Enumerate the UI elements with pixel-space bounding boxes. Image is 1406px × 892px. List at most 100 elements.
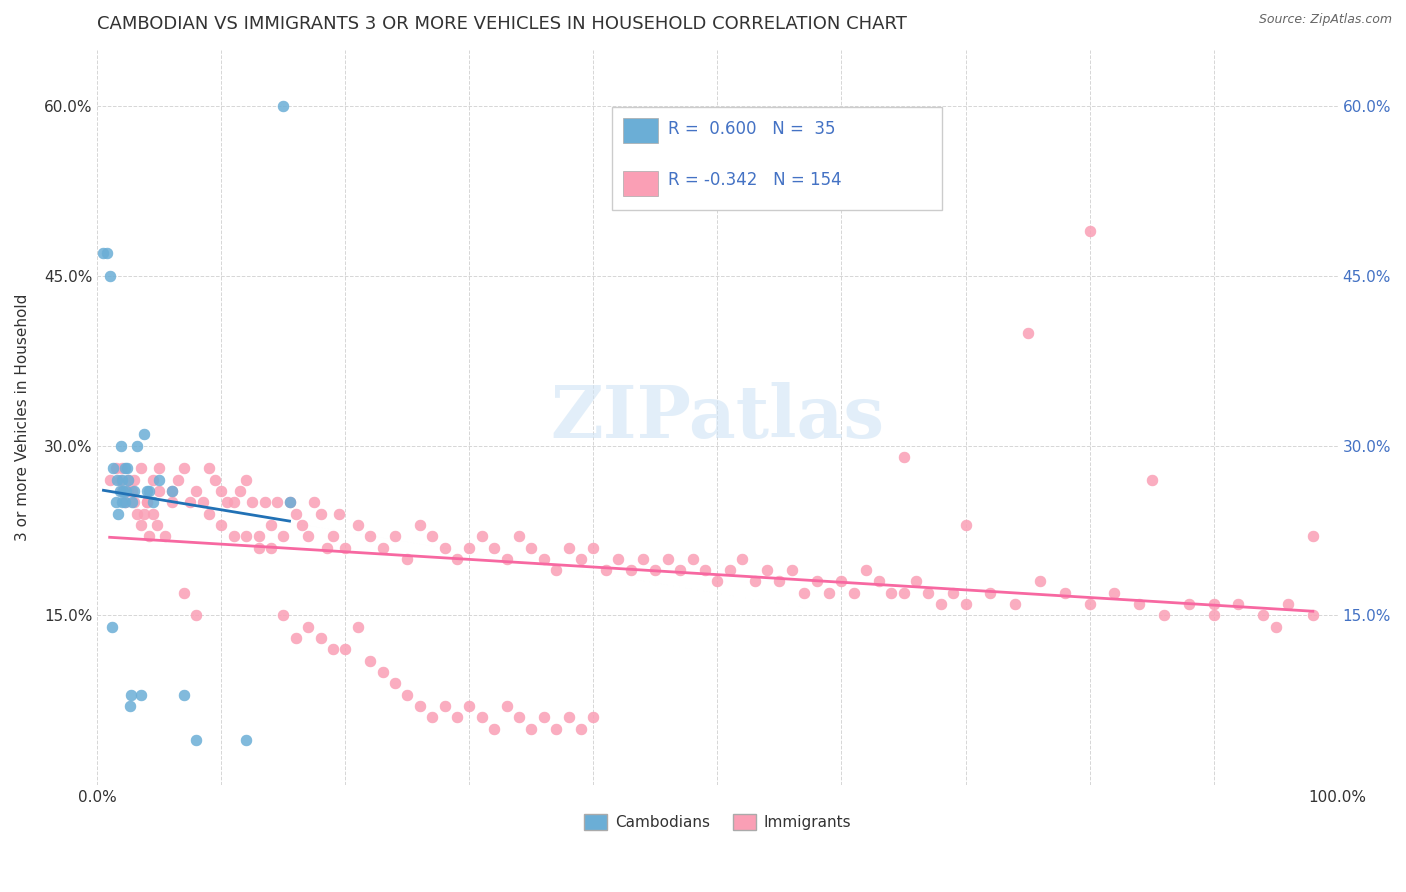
Point xyxy=(657,552,679,566)
Point xyxy=(118,698,141,713)
Point xyxy=(1128,597,1150,611)
Point xyxy=(142,495,165,509)
Point xyxy=(929,597,952,611)
Point xyxy=(830,574,852,589)
Point xyxy=(247,541,270,555)
Point xyxy=(297,620,319,634)
Point xyxy=(284,631,307,645)
Point xyxy=(222,529,245,543)
Point xyxy=(271,608,294,623)
Point xyxy=(117,483,139,498)
Point xyxy=(114,461,136,475)
Point xyxy=(533,552,555,566)
Point xyxy=(1078,224,1101,238)
Point xyxy=(396,688,419,702)
Point xyxy=(346,517,368,532)
Point xyxy=(125,439,148,453)
Point xyxy=(115,461,138,475)
Point xyxy=(1078,597,1101,611)
Point xyxy=(569,552,592,566)
Point xyxy=(1029,574,1052,589)
Point xyxy=(1004,597,1026,611)
Point xyxy=(179,495,201,509)
Point xyxy=(1017,326,1039,340)
Point xyxy=(124,473,146,487)
Point xyxy=(186,608,208,623)
Point xyxy=(108,483,131,498)
Point xyxy=(818,586,841,600)
Point xyxy=(595,563,617,577)
Point xyxy=(495,698,517,713)
Text: R = -0.342   N = 154: R = -0.342 N = 154 xyxy=(668,171,841,189)
Point xyxy=(893,586,915,600)
Point xyxy=(284,507,307,521)
Point xyxy=(148,473,170,487)
Point xyxy=(471,710,494,724)
Point xyxy=(142,507,165,521)
Point xyxy=(557,710,579,724)
Point xyxy=(135,495,157,509)
Point xyxy=(125,507,148,521)
Point xyxy=(117,473,139,487)
Point xyxy=(1202,597,1225,611)
Point xyxy=(138,483,160,498)
Point xyxy=(235,529,257,543)
Point xyxy=(520,541,543,555)
Point xyxy=(222,495,245,509)
Point xyxy=(482,722,505,736)
Legend: Cambodians, Immigrants: Cambodians, Immigrants xyxy=(578,808,856,837)
Point xyxy=(359,529,381,543)
Point xyxy=(111,473,134,487)
Point xyxy=(260,541,283,555)
Point xyxy=(520,722,543,736)
Point xyxy=(129,517,152,532)
Point xyxy=(111,495,134,509)
Point xyxy=(101,620,124,634)
Point xyxy=(217,495,239,509)
Point xyxy=(309,631,332,645)
Point xyxy=(396,552,419,566)
Point xyxy=(942,586,965,600)
Point xyxy=(508,710,530,724)
Point xyxy=(124,483,146,498)
Point xyxy=(121,483,143,498)
Point xyxy=(98,268,121,283)
Point xyxy=(271,529,294,543)
Point xyxy=(114,483,136,498)
Point xyxy=(495,552,517,566)
Point xyxy=(134,507,156,521)
Point xyxy=(108,473,131,487)
Point xyxy=(235,473,257,487)
Point xyxy=(1104,586,1126,600)
Point xyxy=(124,495,146,509)
Point xyxy=(446,710,468,724)
Text: CAMBODIAN VS IMMIGRANTS 3 OR MORE VEHICLES IN HOUSEHOLD CORRELATION CHART: CAMBODIAN VS IMMIGRANTS 3 OR MORE VEHICL… xyxy=(97,15,907,33)
Point xyxy=(291,517,314,532)
Point xyxy=(247,529,270,543)
Point xyxy=(644,563,666,577)
Point xyxy=(546,722,568,736)
Point xyxy=(129,461,152,475)
Point xyxy=(482,541,505,555)
Point xyxy=(880,586,903,600)
Y-axis label: 3 or more Vehicles in Household: 3 or more Vehicles in Household xyxy=(15,293,30,541)
Point xyxy=(114,495,136,509)
Point xyxy=(105,473,128,487)
Point xyxy=(669,563,692,577)
Point xyxy=(173,461,195,475)
Point xyxy=(371,665,394,679)
Point xyxy=(631,552,654,566)
Point xyxy=(135,483,157,498)
Point xyxy=(582,541,605,555)
Point xyxy=(167,473,190,487)
Point xyxy=(1053,586,1076,600)
Point xyxy=(309,507,332,521)
Point xyxy=(533,710,555,724)
Point xyxy=(446,552,468,566)
Point xyxy=(1264,620,1286,634)
Point xyxy=(458,541,481,555)
Point xyxy=(868,574,890,589)
Point xyxy=(1227,597,1250,611)
Point xyxy=(120,688,142,702)
Point xyxy=(1277,597,1299,611)
